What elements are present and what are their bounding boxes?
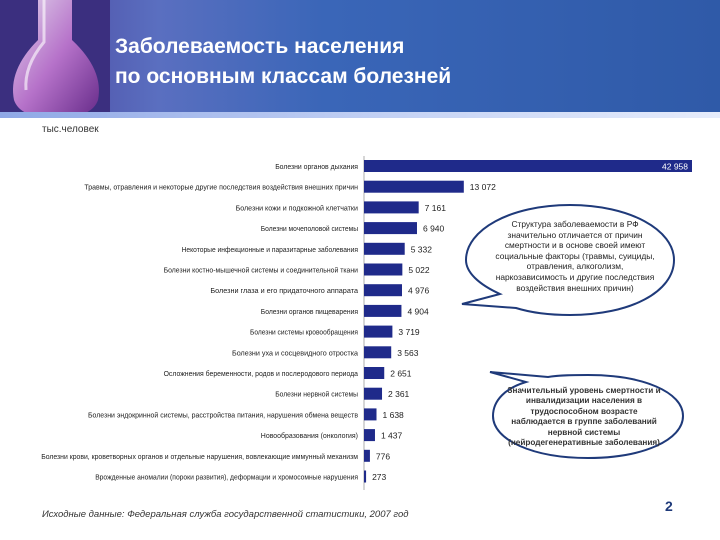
bar bbox=[364, 160, 692, 172]
slide-header: Заболеваемость населения по основным кла… bbox=[0, 0, 720, 118]
bar bbox=[364, 201, 419, 214]
bar bbox=[364, 449, 370, 462]
value-label: 1 437 bbox=[381, 431, 403, 441]
value-label: 273 bbox=[372, 472, 386, 482]
category-label: Болезни глаза и его придаточного аппарат… bbox=[210, 288, 358, 295]
category-label: Болезни мочеполовой системы bbox=[261, 225, 358, 233]
callout-disability-text: Значительный уровень смертности и инвали… bbox=[507, 386, 661, 448]
category-label: Болезни эндокринной системы, расстройств… bbox=[88, 411, 358, 419]
bar bbox=[364, 242, 405, 255]
bar bbox=[364, 429, 375, 442]
category-label: Осложнения беременности, родов и послеро… bbox=[164, 370, 358, 378]
value-label: 2 361 bbox=[388, 389, 410, 399]
bar bbox=[364, 408, 377, 421]
value-label: 6 940 bbox=[423, 224, 445, 234]
callout-disability-shape bbox=[489, 371, 685, 460]
value-label: 3 563 bbox=[397, 348, 419, 358]
callout-structure-text: Структура заболеваемости в РФ значительн… bbox=[495, 219, 655, 293]
bar bbox=[364, 346, 392, 359]
category-label: Болезни органов дыхания bbox=[275, 164, 358, 171]
bar bbox=[364, 304, 402, 317]
bar bbox=[364, 263, 403, 276]
title-line-2: по основным классам болезней bbox=[115, 65, 452, 88]
bar bbox=[364, 325, 393, 338]
category-label: Некоторые инфекционные и паразитарные за… bbox=[182, 246, 359, 254]
value-label: 42 958 bbox=[662, 162, 688, 172]
bar bbox=[364, 180, 464, 193]
bar bbox=[364, 222, 417, 235]
category-label: Болезни нервной системы bbox=[275, 391, 358, 399]
value-label: 5 022 bbox=[408, 265, 430, 275]
category-label: Врожденные аномалии (пороки развития), д… bbox=[95, 475, 358, 482]
value-label: 5 332 bbox=[411, 244, 433, 254]
value-label: 2 651 bbox=[390, 369, 412, 379]
category-label: Болезни системы кровообращения bbox=[250, 329, 358, 337]
value-label: 7 161 bbox=[425, 203, 447, 213]
value-label: 4 904 bbox=[407, 306, 429, 316]
bar bbox=[364, 387, 383, 400]
title-line-1: Заболеваемость населения bbox=[115, 35, 405, 58]
category-label: Болезни крови, кроветворных органов и от… bbox=[41, 453, 358, 461]
page-title: Заболеваемость населения по основным кла… bbox=[115, 32, 451, 92]
page-number: 2 bbox=[665, 498, 673, 514]
category-label: Травмы, отравления и некоторые другие по… bbox=[84, 184, 358, 192]
value-label: 3 719 bbox=[398, 327, 420, 337]
flask-icon bbox=[0, 0, 110, 118]
bar bbox=[364, 367, 385, 379]
category-label: Болезни кожи и подкожной клетчатки bbox=[236, 204, 358, 212]
header-stripe bbox=[0, 112, 720, 118]
value-label: 13 072 bbox=[470, 182, 496, 192]
source-note: Исходные данные: Федеральная служба госу… bbox=[42, 509, 409, 520]
value-label: 4 976 bbox=[408, 286, 430, 296]
value-label: 1 638 bbox=[383, 410, 405, 420]
value-label: 776 bbox=[376, 451, 390, 461]
disease-bar-chart: Болезни органов дыхания 42 958 Травмы, отр… bbox=[41, 156, 692, 490]
category-label: Новообразования (онкология) bbox=[261, 432, 358, 440]
bar bbox=[364, 284, 402, 297]
units-label: тыс.человек bbox=[42, 124, 99, 135]
category-label: Болезни уха и сосцевидного отростка bbox=[232, 350, 358, 357]
bar bbox=[364, 470, 367, 483]
category-label: Болезни костно-мышечной системы и соедин… bbox=[164, 267, 358, 275]
category-label: Болезни органов пищеварения bbox=[261, 309, 358, 316]
callout-structure-shape bbox=[461, 203, 676, 317]
